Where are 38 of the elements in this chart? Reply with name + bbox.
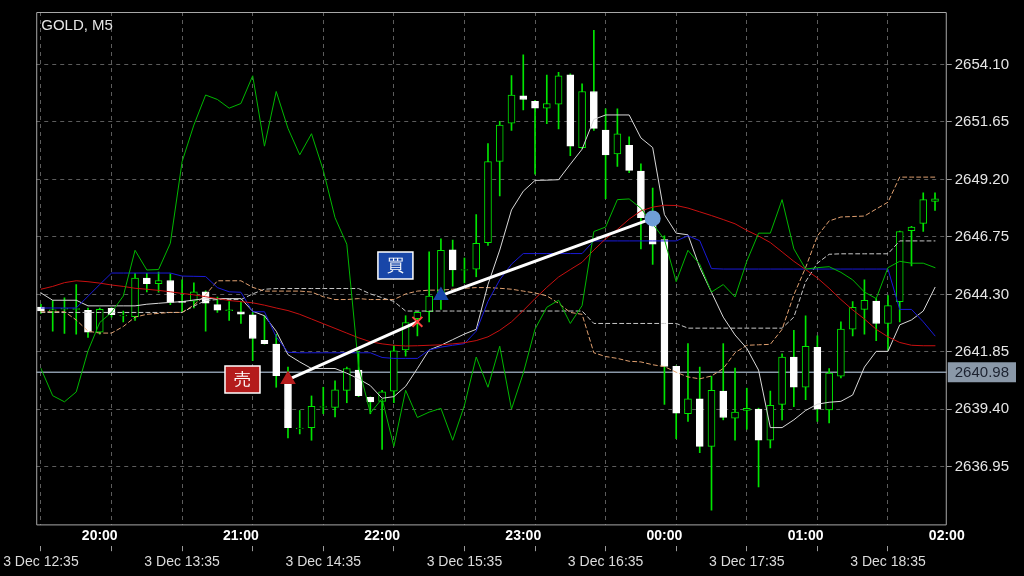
candlestick bbox=[542, 74, 551, 124]
x2-tick-label: 20:00 bbox=[81, 526, 118, 543]
x-tick-label: 3 Dec 13:35 bbox=[144, 553, 221, 570]
candlestick bbox=[684, 343, 692, 422]
candlestick bbox=[731, 367, 739, 441]
x-tick-label: 3 Dec 16:35 bbox=[567, 553, 644, 570]
y-tick-label: 2644.30 bbox=[954, 284, 1010, 302]
x2-tick-label: 21:00 bbox=[223, 526, 260, 543]
x-tick-label: 3 Dec 14:35 bbox=[285, 553, 362, 570]
candlestick bbox=[48, 299, 57, 332]
y-tick-label: 2649.20 bbox=[954, 169, 1010, 187]
x-tick-label: 3 Dec 12:35 bbox=[3, 553, 79, 570]
candlestick bbox=[531, 100, 539, 175]
x-tick-label: 3 Dec 17:35 bbox=[709, 553, 785, 570]
candlestick bbox=[237, 301, 245, 324]
y-tick-label: 2646.75 bbox=[954, 227, 1010, 245]
y-tick-label: 2636.95 bbox=[954, 456, 1010, 474]
y-tick-label: 2641.85 bbox=[954, 341, 1010, 359]
annotation: 買 bbox=[386, 256, 404, 276]
y-tick-label: 2651.65 bbox=[954, 112, 1010, 130]
candlestick bbox=[225, 301, 233, 321]
x2-tick-label: 01:00 bbox=[787, 526, 824, 543]
candlestick bbox=[425, 251, 433, 323]
candlestick bbox=[742, 387, 751, 430]
x2-tick-label: 23:00 bbox=[505, 526, 542, 543]
ref-line-label: 2640.98 bbox=[954, 363, 1010, 381]
chart-title: GOLD, M5 bbox=[41, 15, 113, 33]
y-tick-label: 2639.40 bbox=[954, 399, 1010, 417]
y-tick-label: 2654.10 bbox=[954, 54, 1010, 72]
candlestick bbox=[295, 410, 304, 435]
x-tick-label: 3 Dec 15:35 bbox=[426, 553, 503, 570]
candlestick bbox=[119, 310, 128, 323]
candlestick bbox=[519, 54, 528, 111]
x2-tick-label: 00:00 bbox=[646, 526, 683, 543]
x2-tick-label: 02:00 bbox=[928, 526, 965, 543]
x2-tick-label: 22:00 bbox=[364, 526, 401, 543]
annotation: 売 bbox=[233, 370, 251, 390]
x-tick-label: 3 Dec 18:35 bbox=[850, 553, 926, 570]
